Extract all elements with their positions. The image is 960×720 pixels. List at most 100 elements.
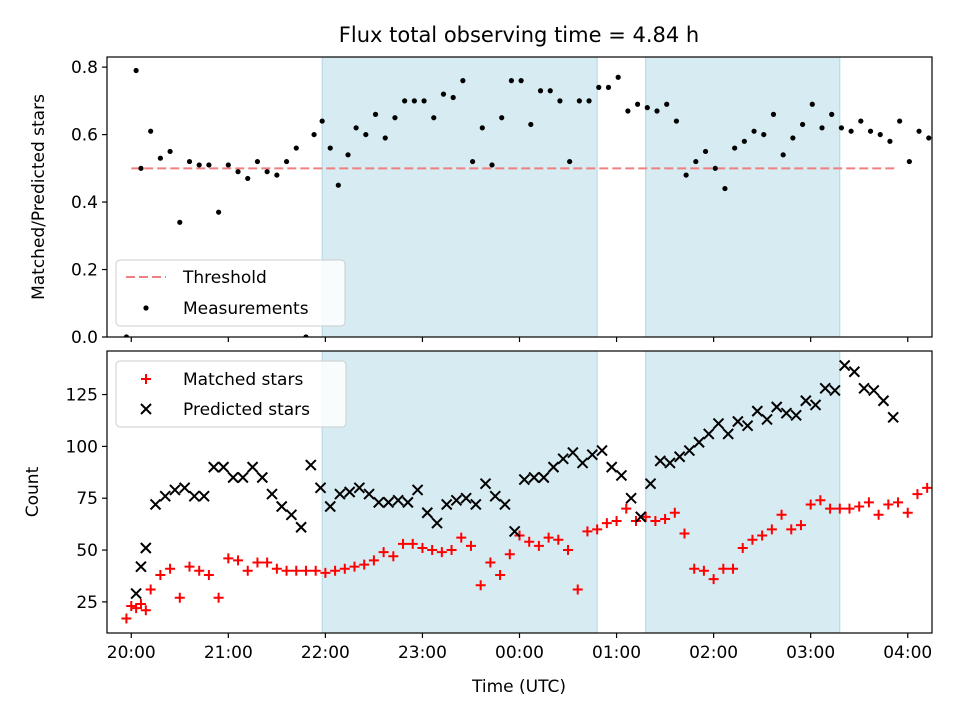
matched-stars-point <box>233 555 244 566</box>
matched-stars-point <box>776 509 787 520</box>
matched-stars-point <box>126 601 137 612</box>
predicted-stars-point <box>712 417 725 430</box>
x-tick-label: 02:00 <box>689 643 738 663</box>
predicted-stars-point <box>508 525 521 538</box>
matched-stars-point <box>339 563 350 574</box>
measurements-point <box>751 128 757 134</box>
predicted-stars-point <box>217 461 230 473</box>
predicted-stars-point <box>169 484 181 496</box>
predicted-stars-point <box>334 488 346 500</box>
matched-stars-point <box>436 547 447 558</box>
predicted-stars-point <box>800 395 812 407</box>
measurements-point <box>157 155 163 161</box>
predicted-stars-point <box>392 494 404 507</box>
bottom-legend: Matched stars Predicted stars <box>115 360 347 428</box>
measurements-point <box>897 118 903 124</box>
predicted-stars-point <box>528 471 540 484</box>
predicted-stars-point <box>460 492 472 504</box>
predicted-stars-point <box>295 521 307 533</box>
measurements-point <box>225 162 231 168</box>
measurements-point <box>402 98 408 104</box>
measurements-point <box>634 101 641 107</box>
measurements-point <box>440 91 447 97</box>
matched-stars-point <box>766 524 777 535</box>
top-observing-window-1 <box>321 56 598 338</box>
matched-stars-point <box>135 598 146 609</box>
predicted-stars-point <box>877 395 890 407</box>
top-y-axis-label: Matched/Predicted stars <box>29 94 49 300</box>
measurements-point <box>353 125 359 131</box>
measurements-point <box>123 334 130 337</box>
predicted-stars-point <box>635 511 647 523</box>
measurements-point <box>508 78 515 84</box>
matched-stars-point <box>543 532 554 543</box>
measurements-point <box>664 101 670 107</box>
predicted-stars-point <box>227 471 239 484</box>
predicted-stars-point <box>673 451 686 463</box>
measurements-point <box>138 165 144 171</box>
measurements-point <box>790 135 796 141</box>
matched-stars-point <box>825 503 836 514</box>
predicted-stars-point <box>761 413 773 426</box>
x-tick-label: 03:00 <box>786 643 835 663</box>
predicted-stars-point <box>576 457 589 469</box>
legend-measurements-label: Measurements <box>183 299 309 319</box>
predicted-stars-point <box>285 509 298 521</box>
matched-stars-point <box>533 540 544 551</box>
bottom-y-tick-label: 50 <box>76 541 98 561</box>
matched-stars-point <box>203 569 214 580</box>
predicted-stars-point <box>431 517 443 529</box>
measurements-point <box>780 152 786 158</box>
bottom-y-tick-label: 25 <box>76 593 98 613</box>
predicted-stars-point <box>722 428 734 440</box>
x-axis-label: Time (UTC) <box>471 677 566 697</box>
measurements-point <box>479 125 485 131</box>
bottom-plot-area <box>121 359 932 624</box>
measurements-point <box>557 98 563 104</box>
predicted-stars-point <box>499 498 511 511</box>
matched-stars-point <box>165 563 176 574</box>
matched-stars-point <box>330 565 341 576</box>
bottom-y-tick-label: 100 <box>66 437 98 457</box>
top-y-tick-label: 0.6 <box>71 126 98 146</box>
measurements-point <box>216 209 222 215</box>
x-tick-label: 21:00 <box>204 643 253 663</box>
matched-stars-point <box>737 542 748 553</box>
predicted-stars-point <box>790 409 802 421</box>
matched-stars-point <box>446 545 457 556</box>
predicted-stars-point <box>567 446 579 459</box>
predicted-stars-point <box>140 542 152 554</box>
predicted-stars-point <box>178 482 191 494</box>
measurements-point <box>293 145 299 151</box>
measurements-point <box>469 158 476 165</box>
measurements-point <box>537 88 544 94</box>
predicted-stars-point <box>479 477 492 490</box>
measurements-point <box>867 128 874 134</box>
predicted-stars-point <box>518 473 531 486</box>
matched-stars-point <box>592 524 603 535</box>
matched-stars-point <box>174 592 185 603</box>
predicted-stars-point <box>586 448 599 461</box>
matched-stars-point <box>669 507 680 518</box>
predicted-stars-point <box>256 471 269 484</box>
legend-box <box>115 259 346 327</box>
measurements-point <box>499 115 505 121</box>
measurements-point <box>186 158 193 165</box>
measurements-point <box>906 158 912 165</box>
matched-stars-point <box>582 526 593 537</box>
matched-stars-point <box>252 557 263 568</box>
predicted-stars-point <box>343 486 356 498</box>
measurements-point <box>693 158 699 165</box>
measurements-point <box>887 138 893 144</box>
predicted-stars-point <box>130 587 142 600</box>
predicted-stars-point <box>605 461 618 473</box>
predicted-stars-point <box>625 492 637 504</box>
matched-stars-point <box>320 567 331 578</box>
predicted-stars-point <box>538 471 550 484</box>
bottom-y-tick-label: 125 <box>66 386 98 406</box>
predicted-stars-point <box>402 496 414 509</box>
matched-stars-point <box>572 584 583 595</box>
predicted-stars-point <box>838 359 851 372</box>
measurements-point <box>460 78 466 84</box>
